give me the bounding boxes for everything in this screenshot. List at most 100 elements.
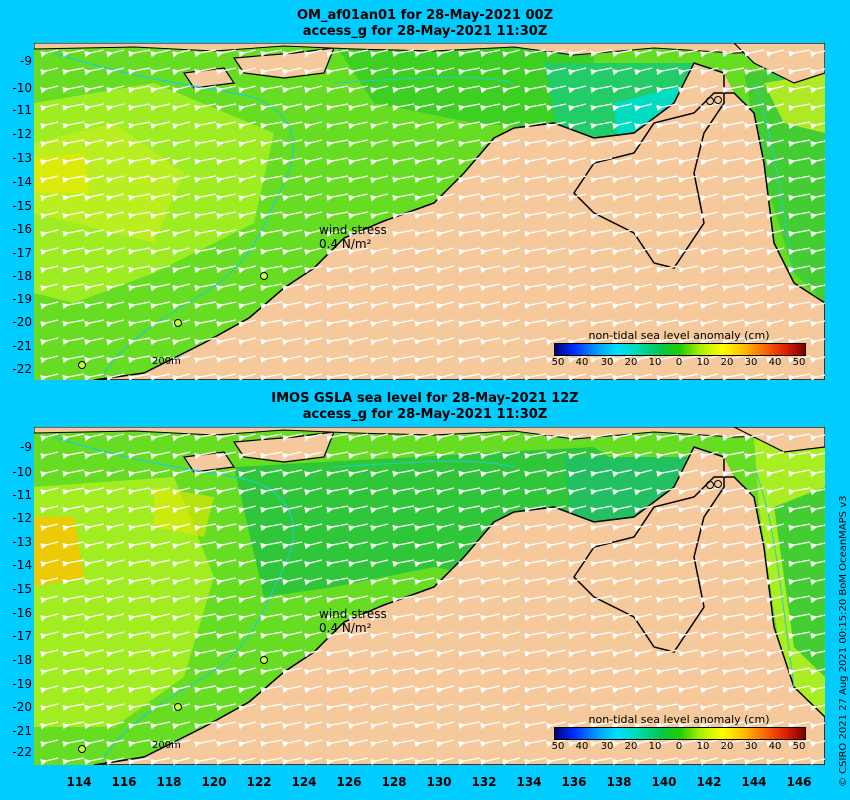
wind-arrow	[106, 121, 125, 130]
wind-arrow	[524, 319, 547, 328]
wind-arrow	[40, 319, 59, 328]
wind-arrow	[282, 319, 303, 328]
wind-arrow	[524, 355, 547, 364]
wind-arrow	[546, 433, 567, 442]
wind-arrow	[678, 229, 699, 238]
wind-arrow	[480, 337, 501, 346]
panel1-legend-title: non-tidal sea level anomaly (cm)	[588, 329, 770, 342]
wind-arrow	[502, 505, 521, 514]
wind-arrow	[634, 355, 653, 364]
wind-arrow	[282, 559, 303, 568]
wind-arrow	[260, 523, 283, 532]
wind-arrow	[788, 193, 811, 202]
wind-arrow	[788, 541, 811, 550]
wind-arrow	[392, 175, 415, 184]
wind-arrow	[304, 337, 323, 346]
wind-arrow	[436, 505, 455, 514]
wind-arrow	[590, 229, 613, 238]
wind-arrow	[348, 505, 369, 514]
wind-arrow	[392, 193, 415, 202]
panel2-legend-label: 50	[792, 741, 806, 752]
wind-arrow	[480, 175, 501, 184]
wind-arrow	[40, 451, 59, 460]
wind-arrow	[810, 176, 825, 184]
panel1-lat-tick: -13	[12, 151, 32, 165]
wind-arrow	[634, 139, 653, 148]
wind-arrow	[238, 103, 257, 112]
wind-arrow	[150, 67, 171, 76]
wind-arrow	[348, 355, 369, 364]
wind-arrow	[326, 505, 349, 514]
wind-arrow	[788, 451, 811, 460]
wind-arrow	[348, 433, 369, 442]
lon-tick: 146	[786, 775, 812, 789]
wind-arrow	[700, 265, 719, 274]
wind-arrow	[458, 373, 481, 380]
wind-arrow	[744, 355, 765, 364]
wind-arrow	[370, 283, 389, 292]
wind-arrow	[722, 487, 745, 496]
wind-arrow	[744, 523, 765, 532]
wind-arrow	[304, 301, 323, 310]
wind-arrow	[40, 247, 59, 256]
wind-arrow	[766, 175, 785, 184]
wind-arrow	[458, 451, 481, 460]
wind-arrow	[282, 337, 303, 346]
wind-arrow	[84, 49, 105, 58]
wind-arrow	[524, 157, 547, 166]
wind-arrow	[744, 301, 765, 310]
wind-arrow	[172, 469, 191, 478]
wind-arrow	[128, 505, 151, 514]
panel2-legend-colorbar	[554, 727, 806, 740]
wind-arrow	[62, 355, 85, 364]
wind-arrow	[612, 469, 633, 478]
wind-arrow	[84, 505, 105, 514]
wind-arrow	[766, 355, 785, 364]
wind-arrow	[656, 67, 679, 76]
wind-arrow	[304, 541, 323, 550]
wind-arrow	[238, 373, 257, 380]
wind-arrow	[722, 319, 745, 328]
wind-arrow	[458, 193, 481, 202]
wind-arrow	[304, 373, 323, 380]
wind-arrow	[502, 433, 521, 442]
wind-arrow	[370, 319, 389, 328]
wind-arrow	[480, 505, 501, 514]
wind-arrow	[634, 373, 653, 380]
wind-arrow	[282, 175, 303, 184]
wind-arrow	[172, 103, 191, 112]
wind-arrow	[744, 157, 765, 166]
wind-arrow	[260, 355, 283, 364]
wind-arrow	[502, 265, 521, 274]
wind-arrow	[84, 229, 105, 238]
wind-arrow	[414, 319, 435, 328]
wind-arrow	[678, 247, 699, 256]
wind-arrow	[106, 67, 125, 76]
wind-arrow	[370, 433, 389, 442]
wind-arrow	[216, 541, 237, 550]
wind-arrow	[260, 559, 283, 568]
wind-arrow	[568, 355, 587, 364]
wind-arrow	[744, 193, 765, 202]
wind-arrow	[436, 85, 455, 94]
panel1-contour-label: 200m	[152, 356, 181, 367]
wind-arrow	[414, 247, 435, 256]
wind-arrow	[436, 541, 455, 550]
wind-arrow	[414, 337, 435, 346]
wind-arrow	[62, 373, 85, 380]
wind-arrow	[260, 505, 283, 514]
wind-arrow	[84, 337, 105, 346]
wind-arrow	[502, 541, 521, 550]
wind-arrow	[568, 505, 587, 514]
wind-arrow	[84, 193, 105, 202]
wind-arrow	[524, 265, 547, 274]
wind-arrow	[788, 103, 811, 112]
lon-tick: 134	[516, 775, 542, 789]
wind-arrow	[106, 139, 125, 148]
wind-arrow	[216, 319, 237, 328]
wind-arrow	[546, 139, 567, 148]
wind-arrow	[128, 103, 151, 112]
wind-arrow	[700, 85, 719, 94]
wind-arrow	[788, 211, 811, 220]
wind-arrow	[216, 523, 237, 532]
